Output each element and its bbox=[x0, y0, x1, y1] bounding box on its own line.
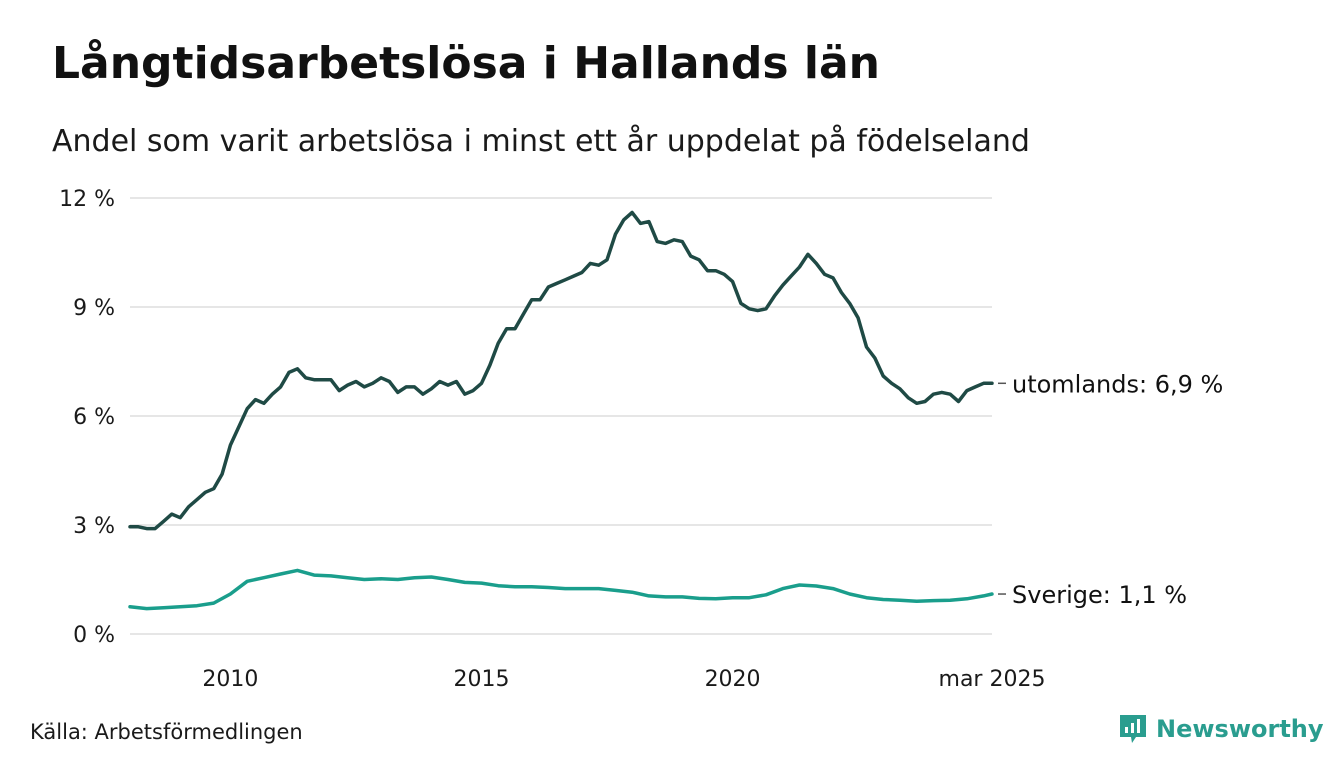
brand-logo[interactable]: Newsworthy bbox=[1118, 713, 1324, 745]
x-tick-label: mar 2025 bbox=[939, 667, 1046, 692]
end-label-sverige: Sverige: 1,1 % bbox=[1012, 581, 1187, 609]
chart-title: Långtidsarbetslösa i Hallands län bbox=[52, 38, 881, 89]
source-note: Källa: Arbetsförmedlingen bbox=[30, 720, 303, 744]
y-tick-label: 6 % bbox=[73, 405, 115, 430]
x-tick-label: 2020 bbox=[705, 667, 761, 692]
end-labels: utomlands: 6,9 % Sverige: 1,1 % bbox=[998, 370, 1223, 609]
series-line-sverige bbox=[128, 568, 994, 611]
x-tick-label: 2015 bbox=[453, 667, 509, 692]
chart-subtitle: Andel som varit arbetslösa i minst ett å… bbox=[52, 124, 1030, 159]
series-lines bbox=[128, 210, 994, 611]
x-tick-label: 2010 bbox=[202, 667, 258, 692]
series-line-utomlands bbox=[128, 210, 994, 531]
newsworthy-logo-icon bbox=[1120, 715, 1146, 743]
y-tick-label: 9 % bbox=[73, 296, 115, 321]
end-label-utomlands: utomlands: 6,9 % bbox=[1012, 370, 1223, 398]
y-tick-label: 0 % bbox=[73, 623, 115, 648]
gridlines bbox=[130, 197, 992, 635]
y-axis-ticks: 0 % 3 % 6 % 9 % 12 % bbox=[59, 187, 115, 648]
y-tick-label: 12 % bbox=[59, 187, 115, 212]
y-tick-label: 3 % bbox=[73, 514, 115, 539]
brand-name: Newsworthy bbox=[1156, 715, 1324, 743]
x-axis-ticks: 2010 2015 2020 mar 2025 bbox=[202, 667, 1045, 692]
